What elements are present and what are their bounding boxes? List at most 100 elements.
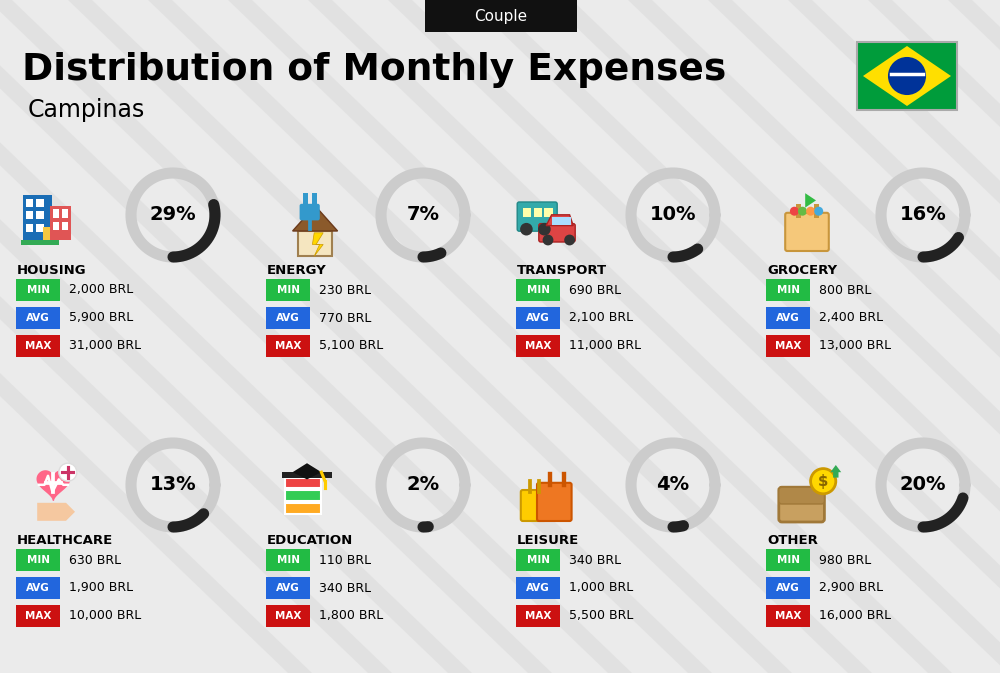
Text: 20%: 20% — [900, 476, 946, 495]
FancyBboxPatch shape — [43, 227, 50, 240]
FancyBboxPatch shape — [516, 605, 560, 627]
Text: 13,000 BRL: 13,000 BRL — [819, 339, 891, 353]
FancyBboxPatch shape — [23, 195, 52, 240]
Text: 10,000 BRL: 10,000 BRL — [69, 610, 141, 623]
Text: 16,000 BRL: 16,000 BRL — [819, 610, 891, 623]
Text: 2,900 BRL: 2,900 BRL — [819, 581, 883, 594]
Text: MAX: MAX — [275, 341, 301, 351]
FancyBboxPatch shape — [266, 549, 310, 571]
Text: 690 BRL: 690 BRL — [569, 283, 621, 297]
FancyBboxPatch shape — [285, 503, 321, 513]
FancyBboxPatch shape — [516, 335, 560, 357]
FancyBboxPatch shape — [266, 335, 310, 357]
Text: AVG: AVG — [526, 583, 550, 593]
Text: MAX: MAX — [275, 611, 301, 621]
FancyBboxPatch shape — [516, 577, 560, 599]
Text: 11,000 BRL: 11,000 BRL — [569, 339, 641, 353]
Text: EDUCATION: EDUCATION — [267, 534, 353, 546]
FancyBboxPatch shape — [523, 207, 531, 217]
FancyBboxPatch shape — [26, 199, 33, 207]
FancyBboxPatch shape — [766, 577, 810, 599]
Text: MAX: MAX — [25, 611, 51, 621]
Circle shape — [814, 207, 823, 216]
Text: LEISURE: LEISURE — [517, 534, 579, 546]
Text: 110 BRL: 110 BRL — [319, 553, 371, 567]
FancyBboxPatch shape — [21, 240, 59, 246]
Circle shape — [564, 235, 575, 246]
Circle shape — [543, 235, 553, 246]
Circle shape — [811, 468, 836, 494]
FancyBboxPatch shape — [552, 217, 571, 225]
FancyBboxPatch shape — [516, 307, 560, 329]
Text: 230 BRL: 230 BRL — [319, 283, 371, 297]
Text: MIN: MIN — [26, 285, 50, 295]
Text: HEALTHCARE: HEALTHCARE — [17, 534, 113, 546]
Polygon shape — [805, 193, 816, 207]
Text: 10%: 10% — [650, 205, 696, 225]
FancyBboxPatch shape — [285, 478, 321, 489]
Text: MAX: MAX — [525, 341, 551, 351]
Text: 16%: 16% — [900, 205, 946, 225]
FancyBboxPatch shape — [26, 211, 33, 219]
Text: ENERGY: ENERGY — [267, 264, 327, 277]
Text: 5,500 BRL: 5,500 BRL — [569, 610, 633, 623]
Text: 1,900 BRL: 1,900 BRL — [69, 581, 133, 594]
Text: 29%: 29% — [150, 205, 196, 225]
Text: 13%: 13% — [150, 476, 196, 495]
FancyBboxPatch shape — [779, 487, 824, 504]
Polygon shape — [830, 465, 841, 478]
Text: 4%: 4% — [656, 476, 690, 495]
Text: MIN: MIN — [776, 285, 800, 295]
Text: $: $ — [818, 474, 828, 489]
FancyBboxPatch shape — [36, 211, 44, 219]
Text: 340 BRL: 340 BRL — [319, 581, 371, 594]
FancyBboxPatch shape — [425, 0, 577, 32]
Text: MAX: MAX — [775, 341, 801, 351]
Text: HOUSING: HOUSING — [17, 264, 87, 277]
FancyBboxPatch shape — [36, 199, 44, 207]
FancyBboxPatch shape — [16, 605, 60, 627]
FancyBboxPatch shape — [266, 279, 310, 301]
FancyBboxPatch shape — [16, 549, 60, 571]
Polygon shape — [863, 46, 951, 106]
Circle shape — [790, 207, 799, 216]
FancyBboxPatch shape — [534, 207, 542, 217]
FancyBboxPatch shape — [62, 209, 68, 217]
Text: 2%: 2% — [406, 476, 440, 495]
Text: 340 BRL: 340 BRL — [569, 553, 621, 567]
Text: 2,000 BRL: 2,000 BRL — [69, 283, 133, 297]
FancyBboxPatch shape — [62, 222, 68, 230]
Text: 7%: 7% — [406, 205, 440, 225]
FancyBboxPatch shape — [516, 279, 560, 301]
Text: Distribution of Monthly Expenses: Distribution of Monthly Expenses — [22, 52, 726, 88]
FancyBboxPatch shape — [26, 224, 33, 232]
FancyBboxPatch shape — [779, 487, 824, 522]
Text: MIN: MIN — [276, 285, 300, 295]
Polygon shape — [312, 233, 323, 256]
Text: AVG: AVG — [526, 313, 550, 323]
FancyBboxPatch shape — [785, 213, 829, 251]
Text: 5,100 BRL: 5,100 BRL — [319, 339, 383, 353]
FancyBboxPatch shape — [544, 207, 552, 217]
Text: AVG: AVG — [26, 583, 50, 593]
Polygon shape — [37, 503, 75, 521]
Polygon shape — [298, 231, 332, 256]
FancyBboxPatch shape — [517, 202, 557, 232]
Circle shape — [806, 207, 815, 216]
Text: 2,400 BRL: 2,400 BRL — [819, 312, 883, 324]
Text: 5,900 BRL: 5,900 BRL — [69, 312, 133, 324]
Text: MAX: MAX — [25, 341, 51, 351]
Polygon shape — [37, 471, 70, 500]
FancyBboxPatch shape — [266, 307, 310, 329]
FancyBboxPatch shape — [16, 307, 60, 329]
FancyBboxPatch shape — [52, 209, 59, 217]
FancyBboxPatch shape — [539, 223, 575, 242]
Circle shape — [59, 463, 77, 481]
Text: 630 BRL: 630 BRL — [69, 553, 121, 567]
Circle shape — [888, 57, 926, 95]
Polygon shape — [293, 206, 338, 231]
Text: MIN: MIN — [526, 285, 550, 295]
FancyBboxPatch shape — [766, 279, 810, 301]
Circle shape — [798, 207, 807, 216]
Text: OTHER: OTHER — [767, 534, 818, 546]
